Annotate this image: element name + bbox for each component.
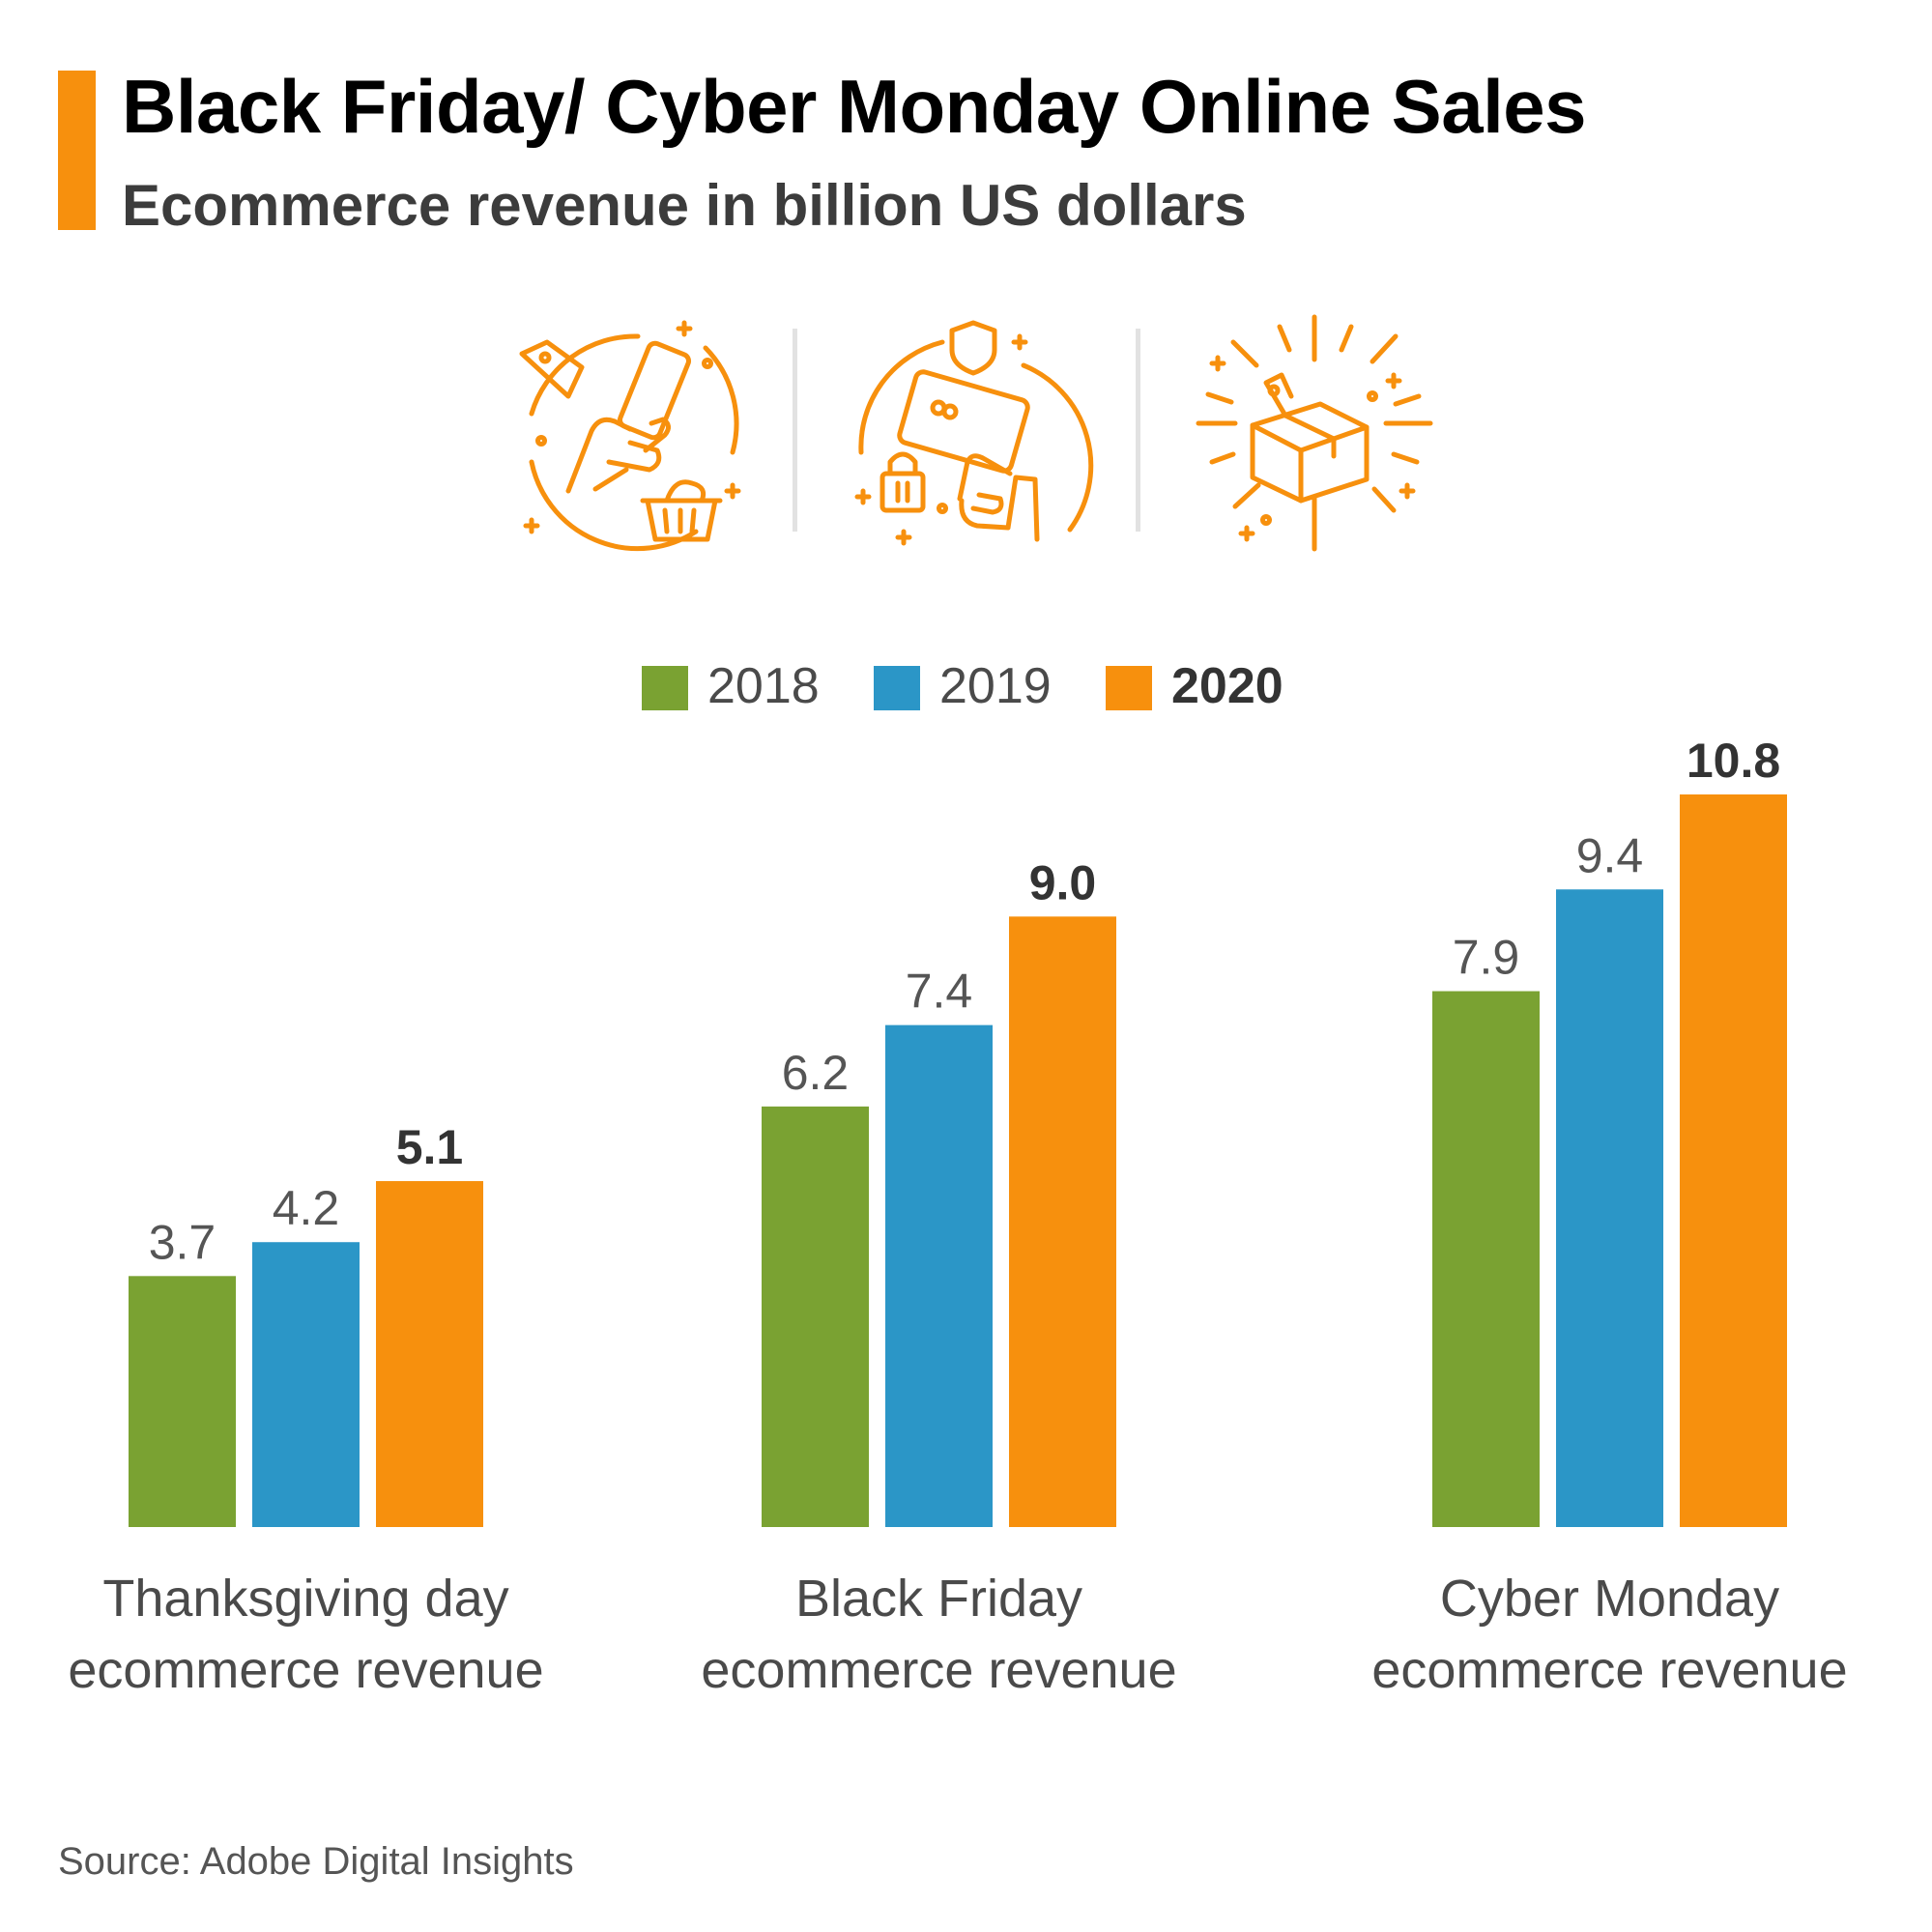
bar-2019-0	[252, 1242, 360, 1527]
icon-divider	[1136, 329, 1140, 532]
data-label-2019-0: 4.2	[273, 1181, 340, 1235]
bar-2019-1	[885, 1024, 993, 1527]
legend-swatch-2018	[642, 666, 688, 710]
bar-2018-0	[129, 1276, 236, 1527]
category-label-1-line-1: ecommerce revenue	[701, 1641, 1176, 1699]
category-label-2-line-0: Cyber Monday	[1440, 1570, 1779, 1628]
chart-subtitle: Ecommerce revenue in billion US dollars	[122, 173, 1247, 238]
title-accent-bar	[58, 71, 96, 230]
phone-shopping-icon	[503, 307, 754, 559]
secure-card-payment-icon	[846, 307, 1097, 559]
legend-swatch-2019	[874, 666, 920, 710]
bar-2018-2	[1432, 991, 1540, 1527]
legend-label-2018: 2018	[707, 658, 820, 714]
data-label-2020-0: 5.1	[396, 1120, 464, 1174]
legend-label-2019: 2019	[939, 658, 1052, 714]
data-label-2020-2: 10.8	[1687, 734, 1780, 788]
legend-swatch-2020	[1106, 666, 1152, 710]
data-label-2018-2: 7.9	[1453, 931, 1520, 985]
bar-2020-0	[376, 1181, 483, 1527]
category-label-0-line-0: Thanksgiving day	[102, 1570, 508, 1628]
data-label-2018-0: 3.7	[149, 1215, 216, 1269]
legend-label-2020: 2020	[1171, 658, 1283, 714]
bar-2019-2	[1556, 889, 1663, 1527]
category-label-1-line-0: Black Friday	[795, 1570, 1082, 1628]
bar-2020-2	[1680, 794, 1787, 1527]
category-label-2-line-1: ecommerce revenue	[1371, 1641, 1847, 1699]
data-label-2019-2: 9.4	[1576, 828, 1644, 882]
source-note: Source: Adobe Digital Insights	[58, 1840, 574, 1883]
data-label-2019-1: 7.4	[906, 965, 973, 1019]
icon-divider	[793, 329, 797, 532]
chart-title: Black Friday/ Cyber Monday Online Sales	[122, 64, 1587, 149]
bar-2020-1	[1009, 916, 1116, 1527]
chart-legend: 2018 2019 2020	[0, 657, 1932, 715]
category-label-0-line-1: ecommerce revenue	[68, 1641, 543, 1699]
data-label-2020-1: 9.0	[1029, 855, 1097, 909]
data-label-2018-1: 6.2	[782, 1046, 850, 1100]
bar-2018-1	[762, 1106, 869, 1527]
icons-row	[503, 307, 1440, 559]
package-delivery-icon	[1189, 307, 1440, 559]
